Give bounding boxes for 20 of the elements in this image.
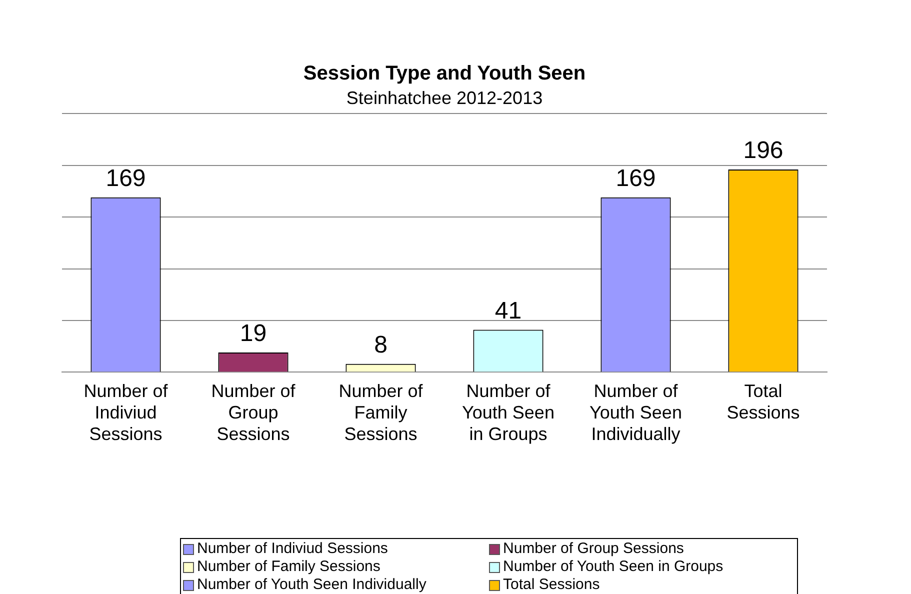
- x-tick-label: Number of Family Sessions: [338, 380, 424, 444]
- chart-subtitle: Steinhatchee 2012-2013: [346, 88, 543, 108]
- data-label: 8: [374, 332, 388, 359]
- legend-label: Number of Family Sessions: [197, 558, 380, 576]
- data-label: 19: [240, 320, 267, 348]
- x-tick-label: Number of Indiviud Sessions: [84, 380, 169, 444]
- x-tick-label: Number of Group Sessions: [211, 380, 296, 444]
- data-label: 41: [494, 297, 522, 324]
- legend-label: Number of Group Sessions: [503, 540, 684, 558]
- chart-title: Session Type and Youth Seen: [303, 62, 586, 85]
- x-tick-label: Total Sessions: [726, 380, 800, 423]
- legend-label: Number of Indiviud Sessions: [197, 540, 388, 558]
- x-tick-label: Number of Youth Seen in Groups: [462, 380, 554, 444]
- data-label: 169: [616, 165, 656, 192]
- legend-label: Number of Youth Seen Individually: [197, 576, 426, 594]
- legend-label: Number of Youth Seen in Groups: [503, 558, 724, 576]
- data-label: 196: [743, 137, 784, 164]
- legend-label: Total Sessions: [503, 576, 600, 594]
- data-label: 169: [106, 165, 146, 192]
- x-tick-label: Number of Youth Seen Individually: [590, 380, 682, 444]
